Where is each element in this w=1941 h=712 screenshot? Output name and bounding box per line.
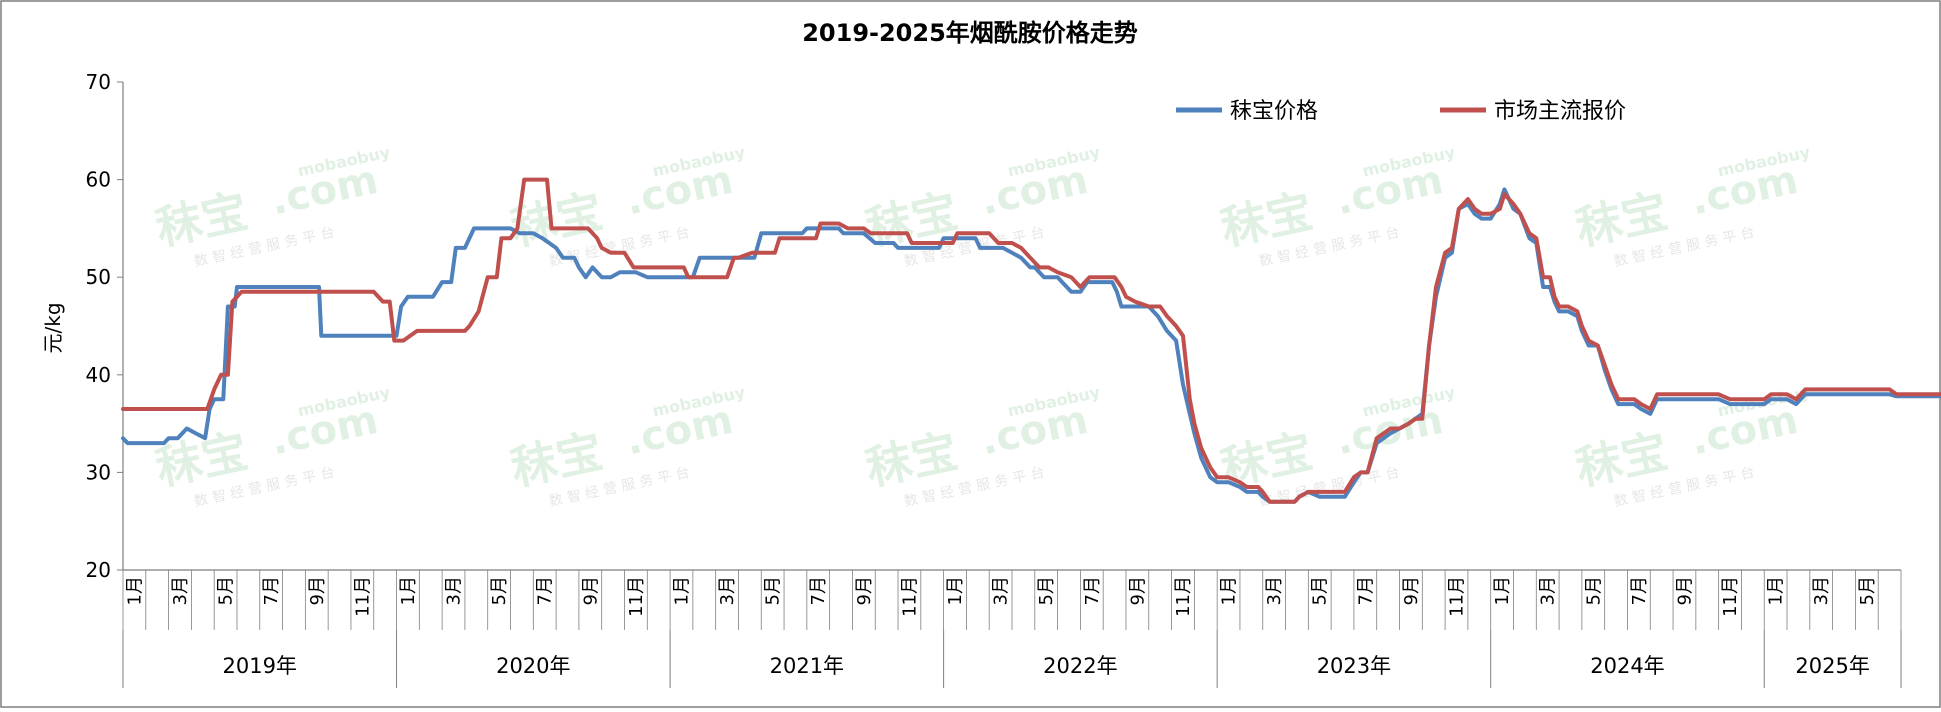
x-month-label: 11月 bbox=[1720, 576, 1741, 617]
x-month-label: 3月 bbox=[444, 576, 465, 605]
x-month-label: 11月 bbox=[352, 576, 373, 617]
x-month-label: 3月 bbox=[1264, 576, 1285, 605]
x-year-label: 2025年 bbox=[1795, 654, 1869, 678]
x-month-label: 1月 bbox=[671, 576, 692, 605]
x-month-label: 7月 bbox=[1355, 576, 1376, 605]
series-line-2 bbox=[121, 177, 1941, 504]
x-month-label: 9月 bbox=[1401, 576, 1422, 605]
x-month-label: 5月 bbox=[1583, 576, 1604, 605]
x-month-label: 5月 bbox=[216, 576, 237, 605]
x-year-label: 2020年 bbox=[496, 654, 570, 678]
legend-item: 秣宝价格 bbox=[1176, 99, 1318, 124]
x-month-label: 9月 bbox=[1127, 576, 1148, 605]
x-year-label: 2024年 bbox=[1590, 654, 1664, 678]
series-layer bbox=[121, 177, 1941, 504]
x-month-label: 5月 bbox=[1857, 576, 1878, 605]
x-month-label: 9月 bbox=[307, 576, 328, 605]
legend-item: 市场主流报价 bbox=[1440, 99, 1626, 124]
y-axis-label: 元/kg bbox=[41, 302, 65, 353]
legend-label: 市场主流报价 bbox=[1494, 99, 1626, 124]
x-month-label: 1月 bbox=[945, 576, 966, 605]
x-month-label: 9月 bbox=[1674, 576, 1695, 605]
x-month-label: 7月 bbox=[1629, 576, 1650, 605]
y-tick-label: 50 bbox=[86, 265, 111, 289]
x-month-label: 1月 bbox=[1492, 576, 1513, 605]
x-year-label: 2019年 bbox=[223, 654, 297, 678]
x-month-label: 3月 bbox=[170, 576, 191, 605]
y-tick-label: 40 bbox=[86, 363, 111, 387]
legend: 秣宝价格 市场主流报价 bbox=[1176, 99, 1626, 124]
x-year-label: 2023年 bbox=[1317, 654, 1391, 678]
x-month-label: 1月 bbox=[1766, 576, 1787, 605]
x-month-label: 5月 bbox=[763, 576, 784, 605]
x-month-label: 1月 bbox=[124, 576, 145, 605]
x-month-label: 7月 bbox=[535, 576, 556, 605]
x-axis: 1月 3月 5月 7月 9月 11月 2019年 1月 3月 5月 7月 9月 11月 2020年 1月 3月… bbox=[122, 570, 1902, 688]
legend-label: 秣宝价格 bbox=[1230, 99, 1318, 124]
x-month-label: 7月 bbox=[261, 576, 282, 605]
x-month-label: 3月 bbox=[1538, 576, 1559, 605]
x-month-label: 5月 bbox=[489, 576, 510, 605]
x-month-label: 11月 bbox=[1173, 576, 1194, 617]
x-month-label: 11月 bbox=[626, 576, 647, 617]
y-tick-label: 20 bbox=[86, 558, 111, 582]
x-month-label: 9月 bbox=[580, 576, 601, 605]
x-month-label: 3月 bbox=[991, 576, 1012, 605]
x-month-label: 3月 bbox=[1811, 576, 1832, 605]
y-tick-label: 30 bbox=[86, 460, 111, 484]
x-month-label: 7月 bbox=[808, 576, 829, 605]
x-month-label: 1月 bbox=[398, 576, 419, 605]
x-month-label: 3月 bbox=[717, 576, 738, 605]
x-month-label: 11月 bbox=[899, 576, 920, 617]
y-tick-label: 70 bbox=[86, 70, 111, 94]
x-month-label: 5月 bbox=[1036, 576, 1057, 605]
chart-title: 2019-2025年烟酰胺价格走势 bbox=[802, 19, 1138, 47]
x-month-label: 11月 bbox=[1447, 576, 1468, 617]
x-month-label: 5月 bbox=[1310, 576, 1331, 605]
x-year-label: 2021年 bbox=[770, 654, 844, 678]
x-month-label: 7月 bbox=[1082, 576, 1103, 605]
x-year-label: 2022年 bbox=[1043, 654, 1117, 678]
x-month-label: 9月 bbox=[854, 576, 875, 605]
y-tick-label: 60 bbox=[86, 168, 111, 192]
x-month-label: 1月 bbox=[1219, 576, 1240, 605]
